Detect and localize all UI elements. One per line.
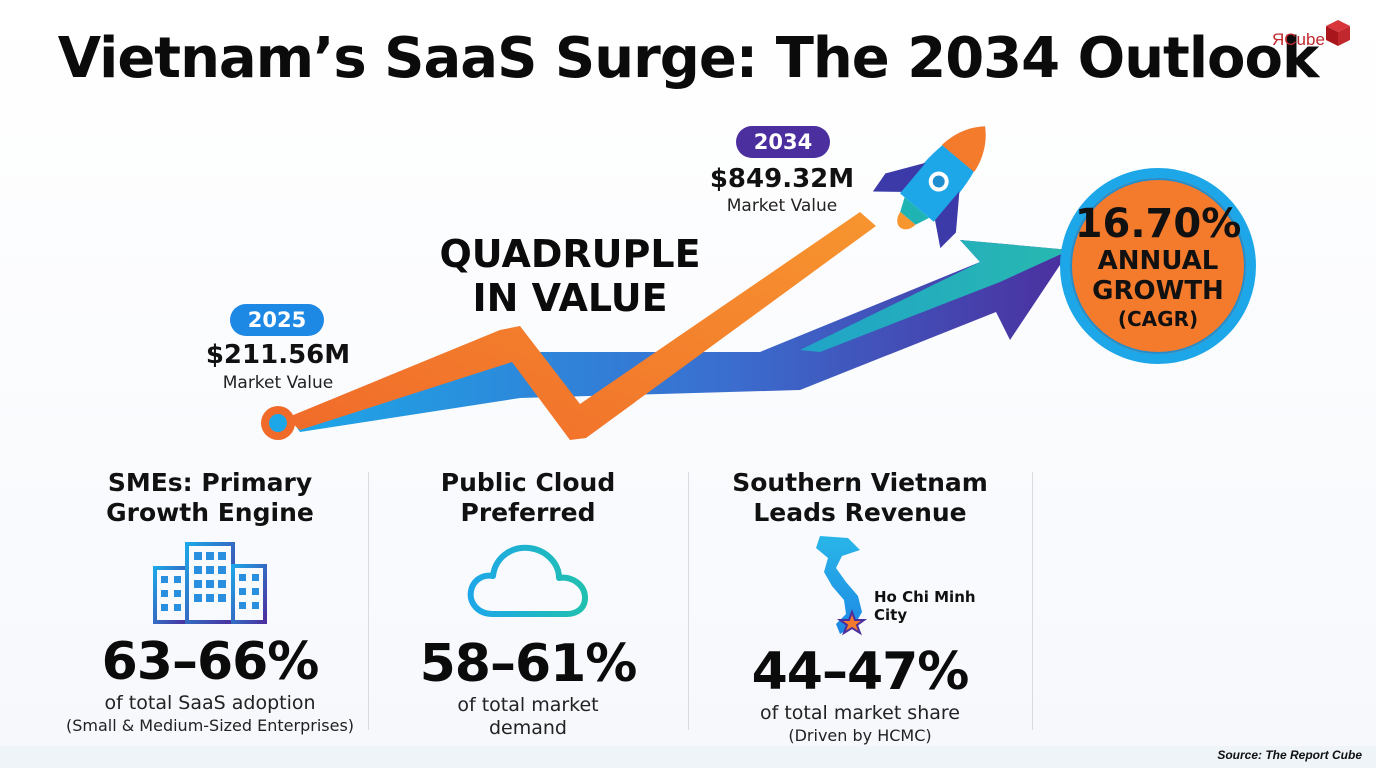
end-market-value: $849.32M — [709, 164, 855, 194]
cagr-line-abbrev: (CAGR) — [1117, 307, 1199, 331]
stat-description: of total SaaS adoption — [104, 692, 316, 714]
orange-growth-arrow — [286, 212, 876, 440]
column-divider — [688, 472, 689, 730]
vietnam-map-icon — [816, 536, 868, 636]
stat-value: 58–61% — [419, 634, 638, 694]
stat-heading: Southern Vietnam Leads Revenue — [732, 468, 988, 527]
year-pill-2034: 2034 — [736, 126, 830, 158]
stat-note: (Driven by HCMC) — [788, 726, 932, 745]
cagr-badge: 16.70% ANNUAL GROWTH (CAGR) — [1060, 168, 1256, 364]
cagr-percent: 16.70% — [1074, 201, 1242, 247]
stat-card-public-cloud: Public Cloud Preferred 58–61% of total m… — [378, 468, 678, 740]
cloud-icon — [467, 544, 588, 617]
blue-growth-arrow — [290, 240, 1070, 432]
stat-card-southern-vietnam: Southern Vietnam Leads Revenue 44–47% of… — [700, 468, 1020, 747]
cube-icon — [1326, 20, 1350, 46]
footer-bar — [0, 746, 1376, 768]
column-divider — [1032, 472, 1033, 730]
hcmc-star-icon — [836, 609, 868, 636]
start-marker — [261, 406, 295, 440]
stat-description: of total market share — [760, 702, 960, 724]
stat-heading: Public Cloud Preferred — [440, 468, 616, 527]
report-cube-logo: ЯCube — [1270, 18, 1356, 62]
hcmc-map-label: Ho Chi Minh City — [874, 588, 976, 624]
stat-note: (Small & Medium-Sized Enterprises) — [65, 716, 355, 735]
cagr-line-growth: GROWTH — [1092, 276, 1224, 306]
stat-heading: SMEs: Primary Growth Engine — [106, 468, 314, 527]
page-title: Vietnam’s SaaS Surge: The 2034 Outlook — [57, 26, 1319, 91]
buildings-icon — [147, 542, 273, 626]
quadruple-headline: QUADRUPLE IN VALUE — [439, 232, 701, 320]
start-market-value: $211.56M — [205, 340, 351, 370]
year-pill-2025: 2025 — [230, 304, 324, 336]
cagr-line-annual: ANNUAL — [1097, 246, 1219, 276]
end-market-label: Market Value — [726, 196, 838, 216]
stat-value: 44–47% — [751, 642, 970, 702]
stat-value: 63–66% — [101, 632, 320, 692]
rocket-icon — [872, 126, 986, 249]
stat-description: of total market demand — [457, 694, 599, 739]
source-credit: Source: The Report Cube — [1217, 748, 1362, 762]
column-divider — [368, 472, 369, 730]
logo-text: ЯCube — [1272, 30, 1325, 49]
start-market-label: Market Value — [222, 373, 334, 393]
stat-card-smes: SMEs: Primary Growth Engine 63–6 — [60, 468, 360, 737]
